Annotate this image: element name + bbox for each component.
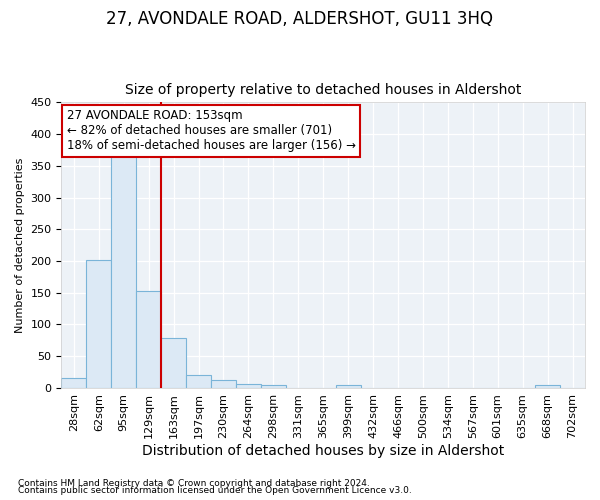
Bar (261, 385, 286, 388)
Bar (136, 291, 161, 388)
Bar (186, 376, 211, 388)
Bar (86, 260, 111, 388)
Text: 27, AVONDALE ROAD, ALDERSHOT, GU11 3HQ: 27, AVONDALE ROAD, ALDERSHOT, GU11 3HQ (107, 10, 493, 28)
Bar (211, 380, 236, 388)
Bar (111, 155, 136, 388)
Bar (61, 378, 86, 388)
Y-axis label: Number of detached properties: Number of detached properties (15, 158, 25, 333)
Bar (335, 386, 361, 388)
Text: Contains public sector information licensed under the Open Government Licence v3: Contains public sector information licen… (18, 486, 412, 495)
Bar (236, 384, 261, 388)
Bar (161, 338, 186, 388)
Text: Contains HM Land Registry data © Crown copyright and database right 2024.: Contains HM Land Registry data © Crown c… (18, 478, 370, 488)
X-axis label: Distribution of detached houses by size in Aldershot: Distribution of detached houses by size … (142, 444, 505, 458)
Bar (535, 386, 560, 388)
Text: 27 AVONDALE ROAD: 153sqm
← 82% of detached houses are smaller (701)
18% of semi-: 27 AVONDALE ROAD: 153sqm ← 82% of detach… (67, 110, 356, 152)
Title: Size of property relative to detached houses in Aldershot: Size of property relative to detached ho… (125, 83, 521, 97)
